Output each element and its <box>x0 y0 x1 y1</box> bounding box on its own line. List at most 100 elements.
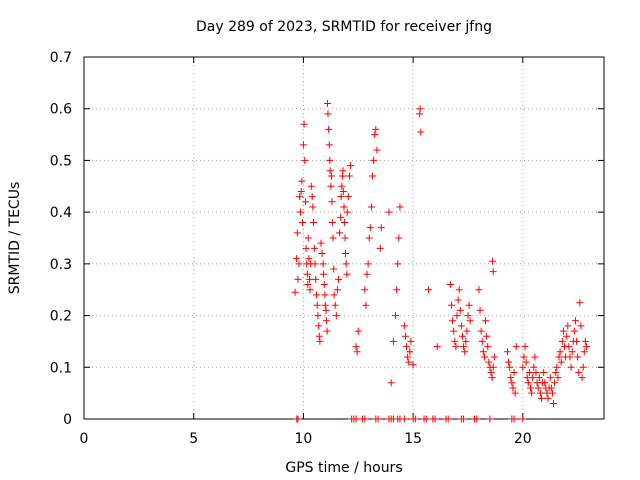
data-point <box>551 379 559 387</box>
data-point <box>385 208 393 216</box>
data-point <box>366 224 374 232</box>
data-point <box>550 399 558 407</box>
data-point <box>462 337 470 345</box>
data-point <box>326 156 334 164</box>
data-point <box>299 141 307 149</box>
y-tick-label: 0 <box>63 412 72 428</box>
data-point <box>548 389 556 397</box>
data-point <box>416 105 424 113</box>
data-point <box>315 332 323 340</box>
data-point <box>330 265 338 273</box>
data-point <box>320 281 328 289</box>
data-point <box>512 343 520 351</box>
data-point <box>401 332 409 340</box>
data-point <box>372 125 380 133</box>
data-point <box>409 361 417 369</box>
data-point <box>567 363 575 371</box>
data-point <box>571 317 579 325</box>
y-tick-label: 0.6 <box>50 102 72 118</box>
data-point <box>328 218 336 226</box>
data-point <box>477 327 485 335</box>
data-point <box>345 172 353 180</box>
data-point <box>377 224 385 232</box>
data-point <box>446 281 454 289</box>
data-point <box>331 301 339 309</box>
data-point <box>330 291 338 299</box>
x-tick-label: 15 <box>404 431 422 447</box>
data-point <box>510 368 518 376</box>
data-point <box>503 348 511 356</box>
data-point <box>343 270 351 278</box>
data-point <box>362 301 370 309</box>
data-point <box>302 198 310 206</box>
data-point <box>465 301 473 309</box>
y-tick-label: 0.7 <box>50 50 72 66</box>
data-point <box>454 296 462 304</box>
data-point <box>294 415 302 423</box>
data-point <box>323 327 331 335</box>
data-point <box>489 268 497 276</box>
data-point <box>298 177 306 185</box>
data-point <box>463 327 471 335</box>
data-point <box>475 286 483 294</box>
data-point <box>347 162 355 170</box>
data-point <box>341 234 349 242</box>
data-point <box>329 234 337 242</box>
data-point <box>305 255 313 263</box>
data-point <box>320 270 328 278</box>
data-point <box>363 270 371 278</box>
data-point <box>524 379 532 387</box>
data-point <box>451 337 459 345</box>
data-point <box>570 327 578 335</box>
data-point <box>534 384 542 392</box>
data-point <box>461 348 469 356</box>
data-point <box>336 229 344 237</box>
data-point <box>337 193 345 201</box>
data-point <box>311 260 319 268</box>
data-point <box>338 182 346 190</box>
data-point <box>389 337 397 345</box>
data-point <box>313 301 321 309</box>
data-point <box>292 255 300 263</box>
data-point <box>530 363 538 371</box>
data-point <box>519 415 527 423</box>
data-point <box>466 317 474 325</box>
data-point <box>536 389 544 397</box>
data-point <box>444 415 452 423</box>
data-point <box>455 286 463 294</box>
data-point <box>568 348 576 356</box>
data-point <box>449 317 457 325</box>
data-point <box>422 415 430 423</box>
data-point <box>367 203 375 211</box>
data-point <box>557 358 565 366</box>
data-point <box>456 306 464 314</box>
data-point <box>297 187 305 195</box>
x-tick-label: 10 <box>294 431 312 447</box>
data-point <box>577 322 585 330</box>
data-point <box>424 286 432 294</box>
data-point <box>313 291 321 299</box>
data-point <box>407 337 415 345</box>
data-point <box>522 358 530 366</box>
data-point <box>563 332 571 340</box>
data-point <box>341 218 349 226</box>
data-point <box>318 250 326 258</box>
x-tick-label: 0 <box>80 431 89 447</box>
data-point <box>452 343 460 351</box>
data-point <box>529 374 537 382</box>
x-tick-label: 20 <box>514 431 532 447</box>
plot-frame <box>83 56 605 420</box>
data-point <box>458 332 466 340</box>
data-point <box>403 343 411 351</box>
data-point <box>342 250 350 258</box>
data-point <box>486 415 494 423</box>
data-point <box>304 281 312 289</box>
data-point <box>296 193 304 201</box>
data-point <box>327 172 335 180</box>
data-point <box>300 120 308 128</box>
data-point <box>460 343 468 351</box>
data-point <box>404 353 412 361</box>
data-point <box>374 415 382 423</box>
